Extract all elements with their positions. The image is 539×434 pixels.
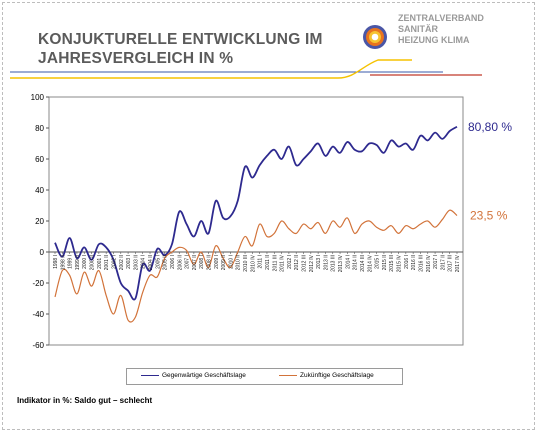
- x-tick-label: 2017 III: [448, 255, 454, 272]
- x-tick-label: 2005 I: [155, 255, 161, 269]
- x-tick-label: 2016 I: [404, 255, 410, 269]
- x-tick-label: 2006 I: [170, 255, 176, 269]
- x-tick-label: 2013 I: [316, 255, 322, 269]
- x-tick-label: 2005 II: [163, 255, 169, 270]
- y-tick-label: -60: [32, 341, 44, 350]
- chart-axes: [46, 96, 464, 346]
- y-tick-label: 100: [31, 93, 45, 102]
- x-tick-label: 1999 II: [75, 255, 81, 270]
- page-title-line-2: JAHRESVERGLEICH IN %: [38, 50, 234, 67]
- x-tick-label: 2006 II: [177, 255, 183, 270]
- y-tick-label: 40: [35, 186, 44, 195]
- x-tick-label: 2011 II: [265, 255, 271, 270]
- x-tick-label: 2016 IV: [426, 254, 432, 272]
- brand-line-3: HEIZUNG KLIMA: [398, 35, 470, 45]
- legend-label-current: Gegenwärtige Geschäftslage: [162, 372, 246, 379]
- legend-swatch-current: [141, 374, 159, 376]
- x-tick-label: 2004 I: [141, 255, 147, 269]
- y-tick-label: 20: [35, 217, 44, 226]
- chart-marks: [54, 125, 458, 323]
- x-tick-label: 2016 II: [411, 255, 417, 270]
- x-tick-label: 2009 II: [221, 255, 227, 270]
- x-tick-label: 2002 I: [111, 255, 117, 269]
- x-tick-label: 2001 I: [97, 255, 103, 269]
- legend-swatch-future: [279, 374, 297, 376]
- x-tick-label: 2013 IV: [338, 254, 344, 272]
- x-tick-label: 2010 II: [236, 255, 242, 270]
- x-tick-label: 2011 I: [258, 255, 264, 269]
- x-tick-label: 2017 IV: [455, 254, 461, 272]
- x-tick-label: 2015 II: [382, 255, 388, 270]
- legend-item-future: Zukünftige Geschäftslage: [279, 372, 374, 379]
- brand-name: ZENTRALVERBAND SANITÄR HEIZUNG KLIMA: [398, 13, 484, 46]
- x-tick-label: 2001 II: [104, 255, 110, 270]
- y-tick-label: 0: [40, 248, 45, 257]
- x-tick-label: 2004 II: [148, 255, 154, 270]
- x-tick-label: 2009 I: [214, 255, 220, 269]
- y-tick-label: -20: [32, 279, 44, 288]
- x-tick-label: 2013 II: [323, 255, 329, 270]
- x-tick-label: 1998 II: [60, 255, 66, 270]
- header-yellow-swoosh: [10, 59, 412, 79]
- x-tick-label: 1998 I: [53, 255, 59, 269]
- x-tick-label: 2014 IV: [367, 254, 373, 272]
- chart-legend: Gegenwärtige Geschäftslage Zukünftige Ge…: [126, 368, 403, 385]
- x-tick-label: 2000 II: [90, 255, 96, 270]
- y-tick-label: 80: [35, 124, 44, 133]
- page-title-line-1: KONJUKTURELLE ENTWICKLUNG IM: [38, 31, 323, 48]
- x-tick-label: 2015 III: [389, 255, 395, 272]
- x-tick-label: 2011 III: [272, 255, 278, 271]
- x-tick-label: 2013 III: [331, 255, 337, 272]
- x-tick-label: 2010 IV: [250, 254, 256, 272]
- y-tick-label: -40: [32, 310, 44, 319]
- zvshk-logo: [363, 25, 387, 49]
- x-tick-label: 2003 I: [126, 255, 132, 269]
- x-tick-label: 2000 I: [82, 255, 88, 269]
- footnote: Indikator in %: Saldo gut – schlecht: [17, 396, 153, 405]
- x-tick-label: 2014 I: [345, 255, 351, 269]
- page-title: KONJUKTURELLE ENTWICKLUNG IM JAHRESVERGL…: [38, 30, 323, 68]
- brand-line-2: SANITÄR: [398, 24, 438, 34]
- x-tick-label: 2003 II: [133, 255, 139, 270]
- series-future-line: [54, 209, 458, 323]
- legend-item-current: Gegenwärtige Geschäftslage: [141, 372, 246, 379]
- series-current-line: [54, 125, 458, 301]
- plot-area-frame: [48, 96, 464, 346]
- x-tick-label: 2002 II: [119, 255, 125, 270]
- x-tick-label: 2007 I: [185, 255, 191, 269]
- page-frame: [2, 2, 535, 430]
- x-tick-label: 2008 I: [199, 255, 205, 269]
- x-tick-label: 2012 I: [287, 255, 293, 269]
- y-tick-label: 60: [35, 155, 44, 164]
- x-tick-label: 2015 IV: [397, 254, 403, 272]
- x-tick-label: 2014 III: [360, 255, 366, 272]
- legend-label-future: Zukünftige Geschäftslage: [300, 372, 374, 379]
- x-tick-label: 2015 I: [375, 255, 381, 269]
- x-tick-label: 2011 IV: [280, 254, 286, 272]
- end-label-future: 23,5 %: [470, 209, 508, 223]
- x-tick-label: 2012 III: [302, 255, 308, 272]
- x-tick-label: 2007 II: [192, 255, 198, 270]
- x-tick-label: 2012 II: [294, 255, 300, 270]
- x-tick-label: 2014 II: [353, 255, 359, 270]
- end-label-current: 80,80 %: [468, 120, 512, 134]
- x-tick-label: 2012 IV: [309, 254, 315, 272]
- x-tick-label: 2017 I: [433, 255, 439, 269]
- x-tick-label: 2016 III: [418, 255, 424, 272]
- brand-line-1: ZENTRALVERBAND: [398, 13, 484, 23]
- x-tick-label: 2010 III: [243, 255, 249, 272]
- x-tick-label: 1999 I: [68, 255, 74, 269]
- x-tick-label: 2010 I: [228, 255, 234, 269]
- x-tick-label: 2017 II: [440, 255, 446, 270]
- x-tick-label: 2008 II: [206, 255, 212, 270]
